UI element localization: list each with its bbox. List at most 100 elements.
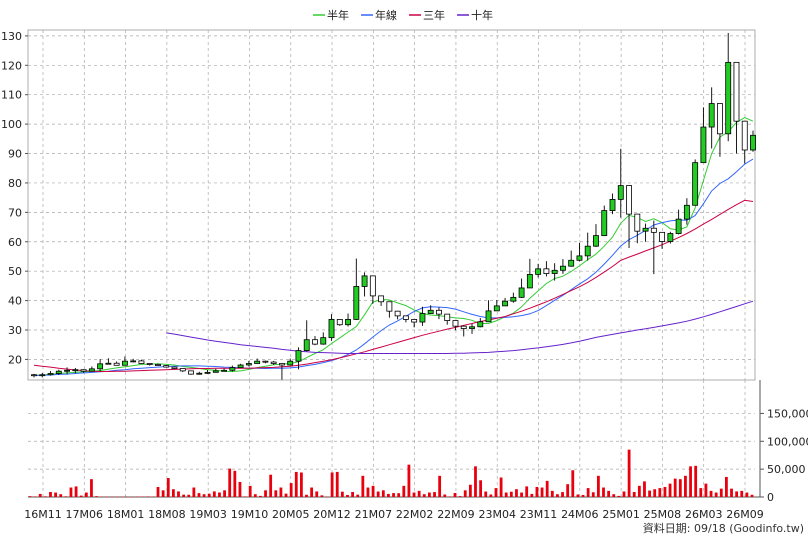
volume-bar-49: [279, 487, 283, 497]
volume-bar-57: [320, 495, 324, 497]
volume-bar-9: [74, 486, 78, 497]
volume-bar-13: [95, 496, 98, 497]
candle-body-12: [130, 360, 137, 363]
volume-bar-104: [561, 492, 564, 497]
candle-body-34: [312, 339, 318, 345]
chart-legend: 半年 年線 三年 十年: [313, 8, 493, 22]
volume-bar-44: [253, 494, 257, 497]
volume-bar-67: [371, 485, 375, 497]
price-frame: [27, 29, 756, 381]
ma-line-0: [33, 117, 754, 376]
volume-bar-118: [632, 491, 636, 497]
x-tick-label-1: 17M06: [66, 508, 104, 521]
volume-bar-99: [535, 486, 539, 497]
candle-body-39: [353, 286, 360, 320]
price-tick-label-0: 20: [8, 353, 22, 366]
vol-tick-label-3: 150,000: [767, 407, 808, 420]
volume-bar-61: [340, 491, 344, 497]
volume-bar-138: [735, 491, 739, 497]
candle-body-84: [725, 61, 732, 135]
x-tick-label-5: 19M10: [231, 508, 269, 521]
volume-bar-102: [550, 490, 554, 497]
x-tick-label-2: 18M01: [107, 508, 145, 521]
x-tick-label-3: 18M08: [148, 508, 186, 521]
volume-bar-128: [684, 475, 687, 497]
candle-body-33: [303, 339, 310, 351]
volume-bar-78: [428, 492, 431, 497]
volume-bar-5: [54, 492, 58, 497]
candle-body-28: [262, 360, 269, 363]
candle-body-8: [97, 363, 104, 370]
x-tick-label-12: 23M11: [520, 508, 558, 521]
candle-body-50: [444, 313, 451, 321]
volume-bar-132: [704, 483, 708, 497]
x-tick-label-11: 23M04: [478, 508, 516, 521]
volume-bar-12: [90, 479, 93, 497]
volume-bar-136: [724, 476, 728, 497]
candle-body-63: [551, 269, 558, 274]
volume-bar-52: [294, 471, 298, 497]
candle-body-5: [72, 369, 79, 372]
volume-bar-88: [479, 480, 483, 497]
volume-bar-105: [566, 484, 570, 497]
legend-label-2: 三年: [423, 8, 445, 22]
candle-body-3: [55, 370, 62, 374]
volume-bar-17: [115, 496, 119, 498]
volume-bar-134: [714, 492, 718, 497]
volume-bar-35: [207, 493, 211, 497]
volume-bar-16: [110, 496, 114, 498]
volume-bar-77: [422, 494, 426, 497]
price-y-axis: 20 30 40 50 60 70 80 90 100 110 120 130: [1, 30, 28, 366]
x-tick-label-7: 20M12: [313, 508, 351, 521]
candle-body-29: [270, 361, 277, 364]
volume-bar-70: [387, 493, 390, 497]
volume-bar-82: [448, 496, 452, 497]
volume-bar-124: [663, 486, 667, 497]
volume-bar-106: [571, 470, 575, 497]
candle-body-40: [361, 275, 368, 287]
candle-body-77: [667, 233, 674, 242]
candle-body-81: [700, 126, 707, 164]
volume-bar-27: [166, 478, 170, 497]
price-tick-label-1: 30: [8, 324, 22, 337]
candle-body-61: [535, 268, 542, 275]
volume-bar-121: [648, 490, 651, 497]
volume-bar-76: [417, 490, 421, 497]
candle-body-4: [64, 369, 70, 372]
volume-bar-38: [223, 490, 226, 497]
volume-bar-109: [586, 488, 590, 497]
volume-bar-19: [125, 496, 129, 498]
volume-bar-127: [678, 479, 682, 497]
price-tick-label-2: 40: [8, 295, 22, 308]
vol-tick-label-2: 100,000: [767, 435, 808, 448]
x-axis-labels: 16M11 17M06 18M01 18M08 19M03 19M10 20M05 20M12…: [24, 508, 764, 521]
candle-body-79: [683, 204, 690, 220]
candle-body-73: [634, 213, 641, 232]
volume-bar-93: [504, 492, 508, 497]
candle-body-31: [287, 360, 294, 366]
price-tick-label-11: 130: [1, 30, 22, 43]
volume-bar-120: [643, 481, 646, 497]
candle-body-24: [229, 367, 236, 371]
candle-body-82: [708, 103, 715, 128]
volume-bar-87: [474, 466, 477, 497]
volume-bar-15: [105, 496, 109, 498]
candle-body-72: [626, 185, 632, 215]
x-tick-label-4: 19M03: [189, 508, 227, 521]
price-tick-label-7: 90: [8, 148, 22, 161]
volume-bar-100: [540, 487, 544, 497]
vol-tick-label-1: 50,000: [767, 463, 806, 476]
volume-bar-110: [591, 492, 595, 497]
volume-bar-66: [366, 487, 370, 497]
volume-bar-45: [259, 495, 262, 497]
volume-bar-86: [468, 484, 472, 497]
candle-body-22: [212, 370, 219, 373]
candle-body-45: [402, 315, 409, 320]
volume-bar-114: [612, 494, 616, 497]
volume-bar-65: [361, 475, 365, 497]
volume-bar-135: [719, 488, 723, 497]
volume-bar-0: [28, 496, 32, 497]
volume-bar-3: [43, 496, 47, 497]
price-panel-grid: [27, 29, 756, 381]
candle-body-16: [163, 365, 170, 368]
